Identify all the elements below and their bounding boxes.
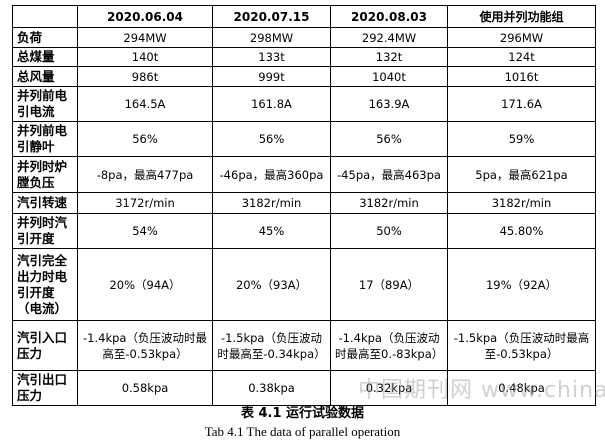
data-table: 2020.06.04 2020.07.15 2020.08.03 使用并列功能组 负荷… — [12, 5, 596, 406]
table-row: 汽引入口压力 -1.4kpa（负压波动时最高至-0.53kpa） -1.5kpa（负… — [12, 320, 596, 371]
value-cell: 124t — [447, 47, 596, 67]
value-cell: 5pa，最高621pa — [447, 156, 596, 193]
value-cell: 17（89A） — [330, 248, 448, 321]
value-cell: 0.58kpa — [77, 370, 213, 406]
value-cell: 20%（94A） — [77, 248, 213, 321]
value-cell: 45.80% — [447, 213, 596, 249]
row-label: 总煤量 — [12, 47, 78, 67]
value-cell: 163.9A — [330, 86, 448, 122]
table-row: 负荷 294MW 298MW 292.4MW 296MW — [12, 27, 596, 48]
table-row: 并列前电引电流 164.5A 161.8A 163.9A 171.6A — [12, 86, 596, 122]
value-cell: 164.5A — [77, 86, 213, 122]
row-label: 负荷 — [12, 27, 78, 48]
value-cell: 59% — [447, 121, 596, 157]
table-row: 并列时炉膛负压 -8pa，最高477pa -46pa，最高360pa -45pa，最高… — [12, 156, 596, 193]
value-cell: 292.4MW — [330, 27, 448, 48]
value-cell: 45% — [212, 213, 331, 249]
value-cell: 296MW — [447, 27, 596, 48]
header-cell: 2020.06.04 — [77, 5, 213, 28]
value-cell: 986t — [77, 66, 213, 87]
value-cell: 56% — [77, 121, 213, 157]
row-label: 总风量 — [12, 66, 78, 87]
caption-en: Tab 4.1 The data of parallel operation — [204, 424, 401, 439]
table-row: 汽引完全出力时电引开度（电流） 20%（94A） 20%（93A） 17（89A） 19… — [12, 248, 596, 321]
row-label: 汽引转速 — [12, 192, 78, 214]
value-cell: 3182r/min — [330, 192, 448, 214]
value-cell: -1.5kpa（负压波动时最高至-0.34kpa） — [212, 320, 331, 371]
value-cell: 133t — [212, 47, 331, 67]
value-cell: -46pa，最高360pa — [212, 156, 331, 193]
table-row: 总煤量 140t 133t 132t 124t — [12, 47, 596, 67]
header-cell: 2020.07.15 — [212, 5, 331, 28]
table-row: 汽引转速 3172r/min 3182r/min 3182r/min 3182r/min — [12, 192, 596, 214]
value-cell: 132t — [330, 47, 448, 67]
value-cell: 0.38kpa — [212, 370, 331, 406]
value-cell: -8pa，最高477pa — [77, 156, 213, 193]
value-cell: 54% — [77, 213, 213, 249]
value-cell: -1.4kpa（负压波动时最高至0.-83kpa） — [330, 320, 448, 371]
table-row: 并列时汽引开度 54% 45% 50% 45.80% — [12, 213, 596, 249]
value-cell: 0.48kpa — [447, 370, 596, 406]
value-cell: 56% — [330, 121, 448, 157]
value-cell: 161.8A — [212, 86, 331, 122]
value-cell: 1016t — [447, 66, 596, 87]
table-row: 总风量 986t 999t 1040t 1016t — [12, 66, 596, 87]
table-row: 并列前电引静叶 56% 56% 56% 59% — [12, 121, 596, 157]
value-cell: 19%（92A） — [447, 248, 596, 321]
value-cell: 171.6A — [447, 86, 596, 122]
value-cell: 298MW — [212, 27, 331, 48]
value-cell: 1040t — [330, 66, 448, 87]
value-cell: 20%（93A） — [212, 248, 331, 321]
value-cell: 50% — [330, 213, 448, 249]
watermark: 中国期刊网 www.chinaqking.com — [358, 378, 605, 403]
corner-cell — [12, 5, 78, 28]
value-cell: 999t — [212, 66, 331, 87]
value-cell: 3182r/min — [447, 192, 596, 214]
header-cell: 使用并列功能组 — [447, 5, 596, 28]
row-label: 汽引完全出力时电引开度（电流） — [12, 248, 78, 321]
value-cell: -1.5kpa（负压波动时最高至-0.53kpa） — [447, 320, 596, 371]
row-label: 汽引入口压力 — [12, 320, 78, 371]
value-cell: 140t — [77, 47, 213, 67]
row-label: 并列前电引电流 — [12, 86, 78, 122]
value-cell: -1.4kpa（负压波动时最高至-0.53kpa） — [77, 320, 213, 371]
header-cell: 2020.08.03 — [330, 5, 448, 28]
value-cell: 0.32kpa — [330, 370, 448, 406]
value-cell: 3182r/min — [212, 192, 331, 214]
value-cell: -45pa，最高463pa — [330, 156, 448, 193]
value-cell: 56% — [212, 121, 331, 157]
caption-zh: 表 4.1 运行试验数据 — [240, 406, 365, 421]
table-row: 汽引出口压力 0.58kpa 0.38kpa 0.32kpa 0.48kpa — [12, 370, 596, 406]
row-label: 并列时炉膛负压 — [12, 156, 78, 193]
header-row: 2020.06.04 2020.07.15 2020.08.03 使用并列功能组 — [12, 5, 596, 28]
value-cell: 294MW — [77, 27, 213, 48]
value-cell: 3172r/min — [77, 192, 213, 214]
row-label: 汽引出口压力 — [12, 370, 78, 406]
row-label: 并列前电引静叶 — [12, 121, 78, 157]
row-label: 并列时汽引开度 — [12, 213, 78, 249]
